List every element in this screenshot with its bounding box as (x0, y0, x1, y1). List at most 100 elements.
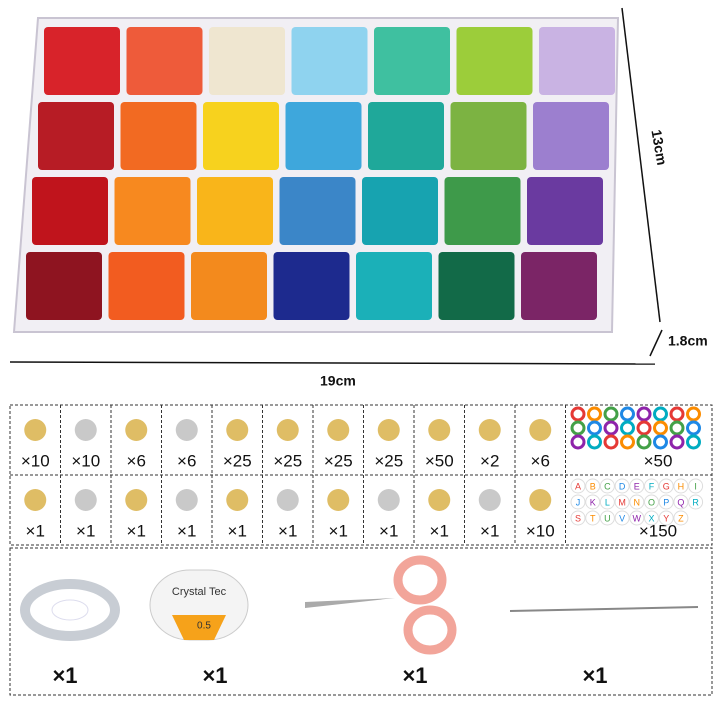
quantity: ×2 (480, 451, 499, 470)
charm (125, 419, 148, 441)
letter-bead (658, 494, 674, 510)
heart-bead (636, 420, 652, 436)
letter: G (663, 481, 670, 491)
bead-compartment (444, 177, 521, 245)
letter-bead (599, 510, 615, 526)
letter: I (694, 481, 697, 491)
depth-label: 1.8cm (668, 333, 708, 349)
bead-compartment (120, 102, 197, 170)
letter-bead (658, 478, 674, 494)
charm (24, 489, 47, 511)
letter-bead (570, 510, 586, 526)
heart-bead (620, 406, 635, 422)
bead-compartment (114, 177, 191, 245)
letter-bead (614, 494, 630, 510)
bead-compartment (450, 102, 527, 170)
spool-size: 0.5 (197, 621, 211, 632)
quantity: ×150 (639, 521, 677, 540)
letter: J (576, 497, 581, 507)
heart-bead (653, 406, 668, 422)
heart-bead (570, 420, 586, 436)
letter-bead (688, 494, 704, 510)
heart-bead (587, 420, 602, 436)
letter: P (663, 497, 669, 507)
bead-compartment (521, 252, 597, 320)
letter-bead (644, 494, 659, 510)
charm (327, 419, 350, 441)
tool-quantity: ×1 (402, 663, 427, 688)
quantity: ×25 (273, 451, 302, 470)
letter-bead (599, 478, 615, 494)
bead-compartment (32, 177, 108, 245)
heart-bead (686, 406, 701, 422)
quantity: ×6 (531, 451, 550, 470)
compartments (26, 27, 615, 320)
quantity: ×10 (526, 521, 555, 540)
heart-bead (587, 406, 602, 422)
heart-bead (587, 434, 602, 450)
bead-compartment (197, 177, 273, 245)
letter: O (648, 497, 655, 507)
bead-compartment (279, 177, 356, 245)
letter: H (678, 481, 685, 491)
quantity: ×1 (430, 521, 449, 540)
bead-compartment (26, 252, 102, 320)
quantity: ×1 (278, 521, 297, 540)
charm (478, 419, 501, 441)
heart-bead (620, 420, 635, 436)
bead-compartment (527, 177, 603, 245)
heart-bead (620, 434, 635, 450)
letter-bead (614, 478, 630, 494)
heart-bead (570, 434, 586, 450)
quantity: ×1 (329, 521, 348, 540)
heart-bead (669, 434, 685, 450)
scissor-blade (305, 598, 395, 608)
charm (377, 489, 400, 511)
heart-bead (636, 406, 652, 422)
scissor-handle (403, 605, 457, 655)
bead-compartment (368, 102, 444, 170)
letter: V (619, 513, 625, 523)
letter: R (692, 497, 699, 507)
letter: L (605, 497, 610, 507)
height-arrow (621, 7, 661, 323)
tool-quantity: ×1 (202, 663, 227, 688)
letter-bead (688, 478, 704, 494)
tool-quantity: ×1 (52, 663, 77, 688)
bead-compartment (203, 102, 279, 170)
charm (478, 489, 501, 511)
charm (175, 419, 198, 441)
heart-bead (686, 434, 701, 450)
bead-compartment (362, 177, 438, 245)
bead-compartment (285, 102, 362, 170)
tools-box (9, 547, 713, 696)
heart-bead (669, 420, 685, 436)
letter-bead (599, 494, 615, 510)
letter: S (575, 513, 581, 523)
charm (327, 489, 350, 511)
quantity: ×10 (71, 451, 100, 470)
letter-bead (673, 494, 689, 510)
quantity: ×25 (374, 451, 403, 470)
elastic-cord (20, 579, 120, 641)
letter: D (619, 481, 626, 491)
bead-compartment (44, 27, 120, 95)
heart-bead (653, 434, 668, 450)
tool-quantity: ×1 (582, 663, 607, 688)
quantity: ×6 (177, 451, 196, 470)
charm (428, 489, 451, 511)
charm (276, 489, 299, 511)
letter: T (590, 513, 596, 523)
heart-bead (603, 406, 619, 422)
bead-compartment (356, 252, 432, 320)
heart-bead (603, 420, 619, 436)
quantity: ×25 (223, 451, 252, 470)
accessories: ×10 ×10 ×6 ×6 ×25 ×25 ×25 ×25 ×50 ×2 ×6 ×50 ×1 ×1 ×1 ×1… (21, 405, 704, 545)
tools: ×1 ×1 ×1 ×1 (52, 663, 607, 688)
bead-compartment (191, 252, 267, 320)
bead-compartment (273, 252, 350, 320)
heart-bead (686, 420, 701, 436)
charm (74, 419, 97, 441)
